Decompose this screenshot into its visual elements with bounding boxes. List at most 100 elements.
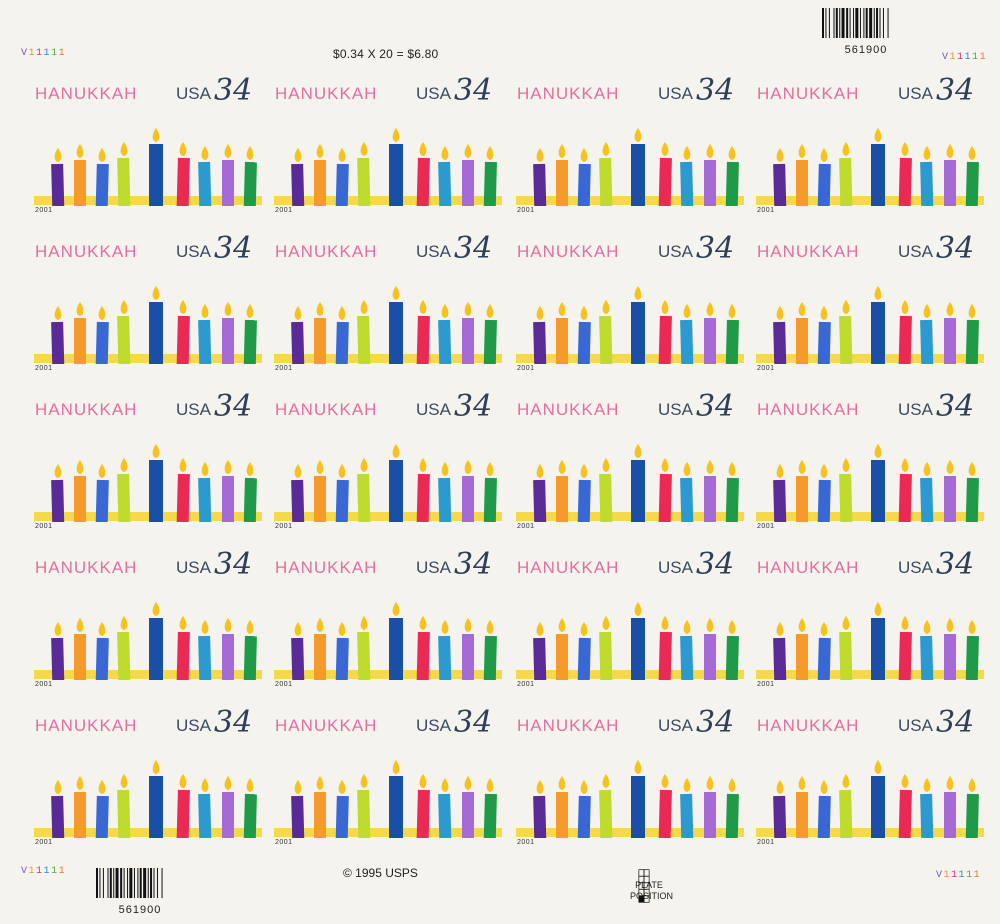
candle-icon (389, 460, 403, 522)
hanukkah-stamp: HANUKKAH USA 34 2001 (264, 73, 506, 234)
candle-icon (871, 776, 885, 838)
flame-icon (316, 776, 324, 790)
flame-icon (558, 618, 566, 632)
menorah-art (516, 128, 744, 206)
flame-icon (316, 302, 324, 316)
candle-icon (871, 302, 885, 364)
menorah-base (516, 828, 744, 837)
flame-icon (842, 300, 850, 314)
flame-icon (224, 302, 232, 316)
candle-icon (556, 318, 568, 364)
plate-number-top-right: V11111 (942, 52, 988, 63)
candle-icon (533, 795, 547, 838)
flame-icon (152, 760, 160, 774)
candle-icon (222, 476, 234, 522)
menorah-base (274, 828, 502, 837)
flame-icon (874, 286, 882, 300)
candle-icon (95, 637, 109, 680)
candle-icon (599, 315, 613, 364)
menorah-art (274, 602, 502, 680)
flame-icon (946, 302, 954, 316)
plate-position: PLATE POSITION (630, 866, 800, 924)
candle-icon (725, 635, 739, 680)
flame-icon (152, 444, 160, 458)
flame-icon (901, 774, 909, 788)
flame-icon (338, 148, 346, 162)
flame-icon (728, 462, 736, 476)
flame-icon (419, 458, 427, 472)
menorah-base (274, 512, 502, 521)
flame-icon (901, 142, 909, 156)
stamp-country: USA (898, 400, 933, 419)
candle-icon (533, 479, 547, 522)
flame-icon (776, 148, 784, 162)
candle-icon (314, 160, 326, 206)
flame-icon (776, 780, 784, 794)
stamp-country: USA (176, 242, 211, 261)
stamp-title: HANUKKAH (275, 716, 378, 735)
flame-icon (316, 460, 324, 474)
menorah-art (34, 602, 262, 680)
flame-icon (706, 618, 714, 632)
menorah-base (34, 354, 262, 363)
candle-icon (898, 473, 912, 522)
flame-icon (201, 462, 209, 476)
flame-icon (246, 304, 254, 318)
stamp-denomination: 34 (214, 389, 253, 424)
menorah-art (756, 128, 984, 206)
flame-icon (874, 128, 882, 142)
copyright-notice: © 1995 USPS (343, 866, 418, 880)
hanukkah-stamp: HANUKKAH USA 34 2001 (24, 547, 266, 708)
plate-number-top-left: V11111 (21, 48, 67, 59)
flame-icon (661, 142, 669, 156)
barcode-bottom-left: 561900 (96, 868, 184, 916)
candle-icon (389, 776, 403, 838)
candle-icon (599, 157, 613, 206)
flame-icon (152, 286, 160, 300)
candle-icon (944, 160, 956, 206)
candle-icon (176, 473, 190, 522)
flame-icon (536, 306, 544, 320)
flame-icon (360, 142, 368, 156)
candle-icon (773, 637, 787, 680)
menorah-art (516, 444, 744, 522)
plate-number-bottom-left: V11111 (21, 866, 67, 877)
stamp-country: USA (658, 242, 693, 261)
flame-icon (224, 618, 232, 632)
flame-icon (580, 148, 588, 162)
candle-icon (198, 635, 212, 680)
candle-icon (176, 157, 190, 206)
stamp-denomination: 34 (214, 231, 253, 266)
flame-icon (120, 616, 128, 630)
flame-icon (683, 620, 691, 634)
menorah-base (516, 512, 744, 521)
candle-icon (577, 637, 591, 680)
flame-icon (120, 458, 128, 472)
candle-icon (149, 460, 163, 522)
barcode-icon (822, 8, 889, 38)
stamp-denomination: 34 (696, 705, 735, 740)
candle-icon (291, 479, 305, 522)
menorah-base (274, 354, 502, 363)
candle-icon (898, 789, 912, 838)
candle-icon (243, 477, 257, 522)
flame-icon (54, 306, 62, 320)
candle-icon (416, 315, 430, 364)
hanukkah-stamp: HANUKKAH USA 34 2001 (264, 705, 506, 866)
candle-icon (871, 460, 885, 522)
hanukkah-stamp: HANUKKAH USA 34 2001 (506, 389, 748, 550)
candle-icon (871, 618, 885, 680)
candle-icon (577, 795, 591, 838)
flame-icon (392, 602, 400, 616)
candle-icon (944, 634, 956, 680)
stamp-country: USA (176, 400, 211, 419)
candle-icon (680, 635, 694, 680)
candle-icon (335, 795, 349, 838)
candle-icon (920, 793, 934, 838)
candle-icon (839, 315, 853, 364)
candle-icon (680, 793, 694, 838)
stamp-denomination: 34 (696, 231, 735, 266)
menorah-base (274, 196, 502, 205)
stamp-country: USA (898, 84, 933, 103)
candle-icon (117, 315, 131, 364)
